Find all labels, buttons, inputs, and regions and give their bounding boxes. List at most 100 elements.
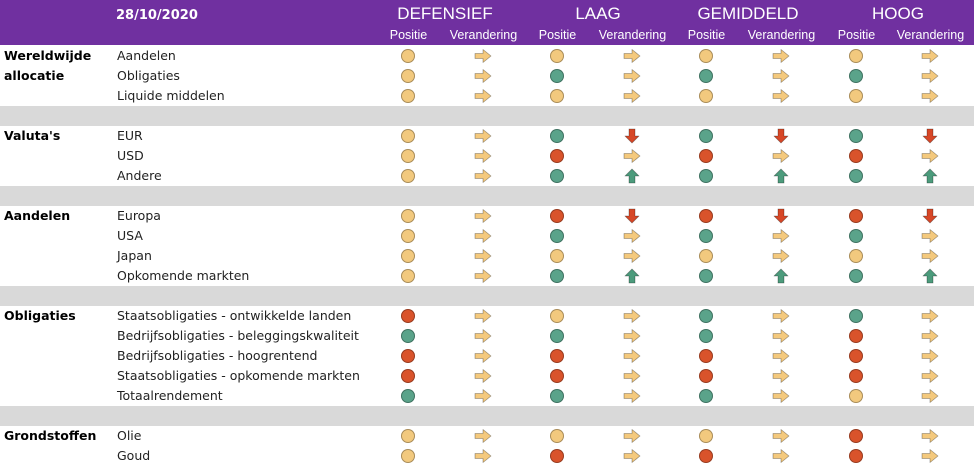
section-separator: [0, 406, 974, 426]
arrow-right-icon: [473, 388, 493, 404]
position-red-dot: [849, 369, 863, 383]
position-yellow-dot: [550, 89, 564, 103]
arrow-right-icon: [771, 368, 791, 384]
arrow-right-icon: [473, 168, 493, 184]
position-yellow-dot: [550, 49, 564, 63]
row-label: Totaalrendement: [117, 388, 223, 403]
arrow-right-icon: [473, 128, 493, 144]
position-green-dot: [550, 329, 564, 343]
row-label: Bedrijfsobligaties - hoogrentend: [117, 348, 318, 363]
position-red-dot: [550, 449, 564, 463]
position-yellow-dot: [401, 269, 415, 283]
arrow-right-icon: [771, 328, 791, 344]
arrow-right-icon: [473, 248, 493, 264]
row-label: USA: [117, 228, 143, 243]
position-green-dot: [699, 389, 713, 403]
position-yellow-dot: [401, 69, 415, 83]
arrow-right-icon: [473, 148, 493, 164]
row-label: Andere: [117, 168, 162, 183]
position-yellow-dot: [699, 429, 713, 443]
position-red-dot: [699, 349, 713, 363]
position-green-dot: [699, 169, 713, 183]
category-label: Obligaties: [4, 308, 76, 323]
arrow-right-icon: [622, 328, 642, 344]
position-red-dot: [849, 449, 863, 463]
arrow-right-icon: [920, 448, 940, 464]
row-label: EUR: [117, 128, 143, 143]
arrow-right-icon: [920, 48, 940, 64]
position-green-dot: [699, 309, 713, 323]
position-red-dot: [550, 369, 564, 383]
arrow-right-icon: [473, 428, 493, 444]
category-label: allocatie: [4, 68, 65, 83]
position-red-dot: [699, 209, 713, 223]
position-red-dot: [699, 369, 713, 383]
row-label: Staatsobligaties - ontwikkelde landen: [117, 308, 352, 323]
subheader-change: Verandering: [896, 28, 965, 42]
arrow-right-icon: [920, 348, 940, 364]
row-label: Olie: [117, 428, 142, 443]
position-green-dot: [699, 69, 713, 83]
arrow-right-icon: [622, 388, 642, 404]
position-yellow-dot: [849, 49, 863, 63]
arrow-right-icon: [622, 148, 642, 164]
arrow-right-icon: [473, 88, 493, 104]
arrow-up-icon: [920, 168, 940, 184]
position-yellow-dot: [550, 429, 564, 443]
arrow-right-icon: [622, 248, 642, 264]
position-yellow-dot: [401, 429, 415, 443]
arrow-right-icon: [920, 308, 940, 324]
arrow-right-icon: [622, 88, 642, 104]
position-green-dot: [401, 329, 415, 343]
arrow-down-icon: [920, 208, 940, 224]
arrow-right-icon: [622, 428, 642, 444]
section-separator: [0, 106, 974, 126]
position-green-dot: [849, 309, 863, 323]
position-green-dot: [550, 69, 564, 83]
arrow-right-icon: [771, 348, 791, 364]
arrow-right-icon: [771, 448, 791, 464]
position-yellow-dot: [550, 309, 564, 323]
arrow-right-icon: [473, 48, 493, 64]
subheader-change: Verandering: [598, 28, 667, 42]
arrow-right-icon: [920, 368, 940, 384]
arrow-down-icon: [622, 208, 642, 224]
row-label: Bedrijfsobligaties - beleggingskwaliteit: [117, 328, 359, 343]
position-red-dot: [849, 149, 863, 163]
position-yellow-dot: [849, 89, 863, 103]
arrow-down-icon: [771, 128, 791, 144]
arrow-up-icon: [622, 168, 642, 184]
arrow-right-icon: [771, 88, 791, 104]
position-green-dot: [849, 229, 863, 243]
position-yellow-dot: [401, 89, 415, 103]
position-yellow-dot: [550, 249, 564, 263]
arrow-right-icon: [920, 228, 940, 244]
position-red-dot: [849, 429, 863, 443]
row-label: Goud: [117, 448, 151, 463]
arrow-right-icon: [473, 328, 493, 344]
arrow-right-icon: [622, 48, 642, 64]
position-green-dot: [550, 269, 564, 283]
category-label: Valuta's: [4, 128, 61, 143]
arrow-right-icon: [771, 248, 791, 264]
arrow-right-icon: [771, 228, 791, 244]
arrow-right-icon: [473, 368, 493, 384]
row-label: Liquide middelen: [117, 88, 225, 103]
arrow-right-icon: [622, 68, 642, 84]
position-yellow-dot: [699, 89, 713, 103]
arrow-right-icon: [473, 448, 493, 464]
position-red-dot: [699, 149, 713, 163]
section-separator: [0, 186, 974, 206]
position-green-dot: [550, 169, 564, 183]
position-green-dot: [849, 269, 863, 283]
subheader-change: Verandering: [747, 28, 816, 42]
arrow-right-icon: [920, 328, 940, 344]
arrow-right-icon: [920, 248, 940, 264]
position-green-dot: [550, 229, 564, 243]
position-green-dot: [401, 389, 415, 403]
position-green-dot: [699, 129, 713, 143]
arrow-up-icon: [920, 268, 940, 284]
arrow-right-icon: [920, 68, 940, 84]
arrow-right-icon: [473, 228, 493, 244]
